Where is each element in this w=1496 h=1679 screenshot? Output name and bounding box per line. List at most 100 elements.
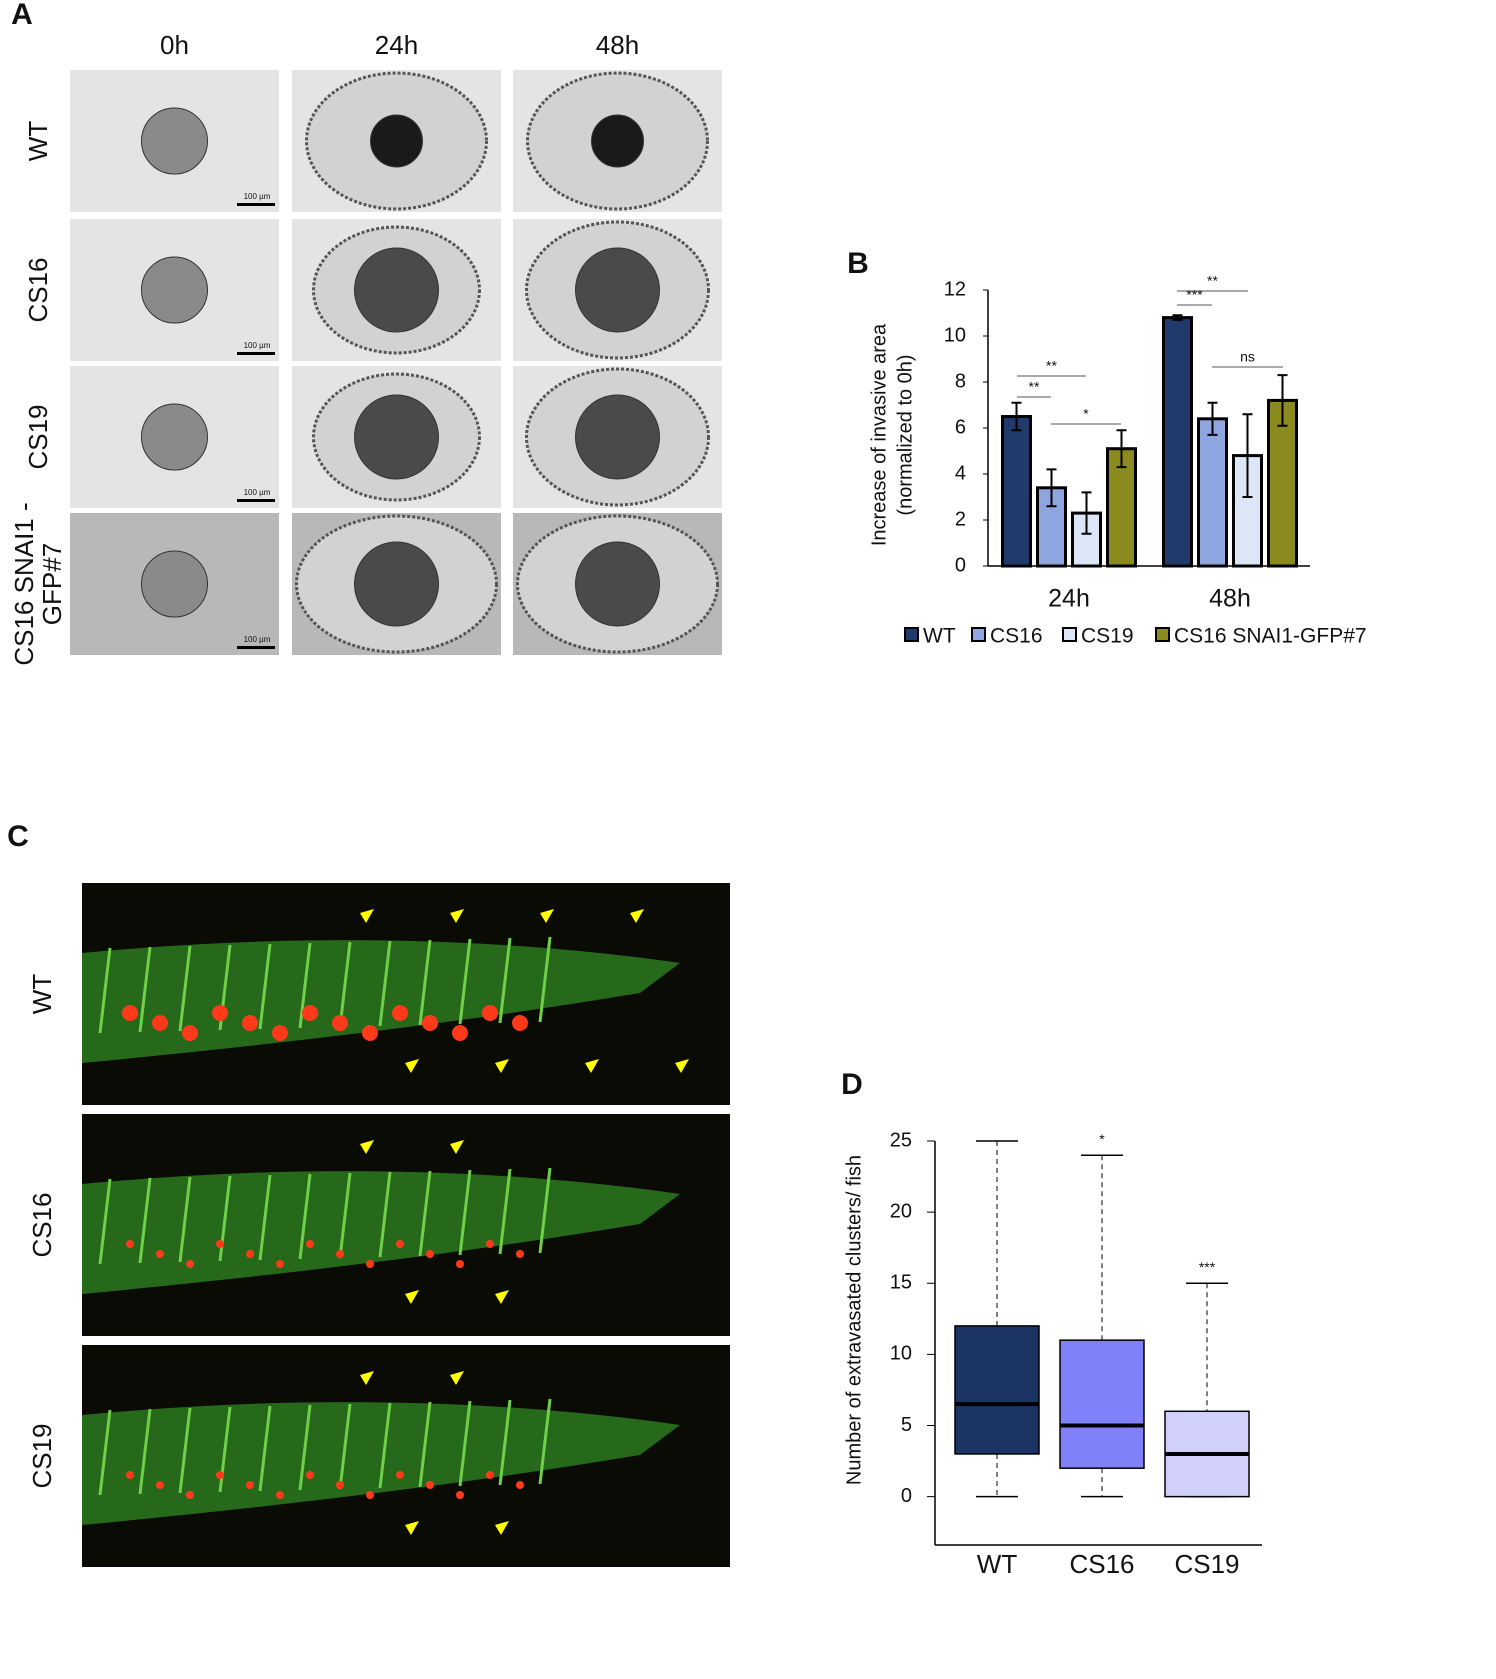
significance-label: ** [1029,379,1040,395]
error-bar [1277,374,1288,427]
row-label: CS16 [27,1192,57,1257]
vessel [458,938,472,1025]
arrowhead [360,1140,374,1154]
y-tick-label: 20 [890,1200,912,1222]
tumor-cell [332,1015,348,1031]
scale-bar [237,499,275,502]
bar [1001,415,1032,568]
row-label: GFP#7 [37,543,67,625]
panel-label: D [841,1068,863,1101]
vessel [338,941,352,1028]
legend-swatch [1062,627,1077,642]
legend-label: CS19 [1081,625,1134,648]
tumor-cell [242,1015,258,1031]
x-tick-label: 48h [1209,585,1251,613]
vessel [458,1169,472,1256]
scale-bar-label: 100 µm [244,341,271,350]
vessel [498,1168,512,1255]
tumor-cell [156,1481,164,1489]
arrowhead [405,1290,419,1304]
box [954,1325,1040,1455]
vessel [378,1171,392,1258]
bar [1267,398,1298,568]
y-tick-label: 2 [955,508,966,530]
tumor-cell [516,1481,524,1489]
arrowhead [495,1521,509,1535]
vessel [138,1177,152,1264]
vessel [458,1400,472,1487]
tumor-cell [396,1471,404,1479]
tumor-cell [156,1250,164,1258]
vessel [418,1401,432,1488]
arrowhead [495,1059,509,1073]
error-bar [1011,401,1022,432]
y-axis-label: (normalized to 0h) [894,354,916,515]
tumor-cell [126,1240,134,1248]
vessel [178,945,192,1032]
vessel [538,1398,552,1485]
tumor-cell [452,1025,468,1041]
scale-bar [237,646,275,649]
tumor-cell [482,1005,498,1021]
tumor-cell [366,1260,374,1268]
tumor-cell [126,1471,134,1479]
x-tick-label: WT [977,1549,1018,1579]
vasculature [82,940,680,1063]
row-label: CS19 [27,1423,57,1488]
spheroid [354,541,439,627]
tumor-cell [152,1015,168,1031]
tumor-cell [272,1025,288,1041]
significance-label: *** [1199,1259,1216,1275]
vessel [498,937,512,1024]
legend-swatch [904,627,919,642]
tumor-cell [122,1005,138,1021]
error-bar [1116,429,1127,469]
vessel [258,1405,272,1492]
bar [1197,417,1228,568]
tumor-cell [486,1471,494,1479]
arrowhead [405,1059,419,1073]
significance-label: * [1099,1131,1105,1147]
arrowhead [450,909,464,923]
tumor-cell [486,1240,494,1248]
vessel [378,1402,392,1489]
y-tick-label: 25 [890,1129,912,1151]
arrowhead [540,909,554,923]
scale-bar [237,203,275,206]
error-bar [1172,314,1183,321]
vessel [298,1404,312,1491]
spheroid [141,550,208,618]
vessel [498,1399,512,1486]
scale-bar [237,352,275,355]
vasculature [82,1402,680,1525]
row-label: CS16 [23,257,53,322]
bar [1106,447,1137,568]
tumor-cell [246,1481,254,1489]
vessel [418,939,432,1026]
significance-label: ** [1046,358,1057,374]
tumor-cell [456,1491,464,1499]
legend-label: CS16 SNAI1-GFP#7 [1174,625,1367,648]
arrowhead [675,1059,689,1073]
arrowhead [360,1371,374,1385]
significance-label: ns [1240,349,1255,365]
bar [1162,316,1193,568]
tumor-cell [216,1240,224,1248]
y-tick-label: 0 [901,1485,912,1507]
y-tick-label: 6 [955,416,966,438]
vessel [338,1172,352,1259]
vessel [378,940,392,1027]
arrowhead [495,1290,509,1304]
arrowhead [630,909,644,923]
arrowhead [405,1521,419,1535]
vessel [178,1176,192,1263]
tumor-cell [456,1260,464,1268]
spheroid [575,541,660,627]
spheroid [141,403,208,471]
tumor-cell [362,1025,378,1041]
spheroid [575,394,660,480]
vasculature [82,1171,680,1294]
spheroid [591,114,644,168]
arrowhead [360,909,374,923]
